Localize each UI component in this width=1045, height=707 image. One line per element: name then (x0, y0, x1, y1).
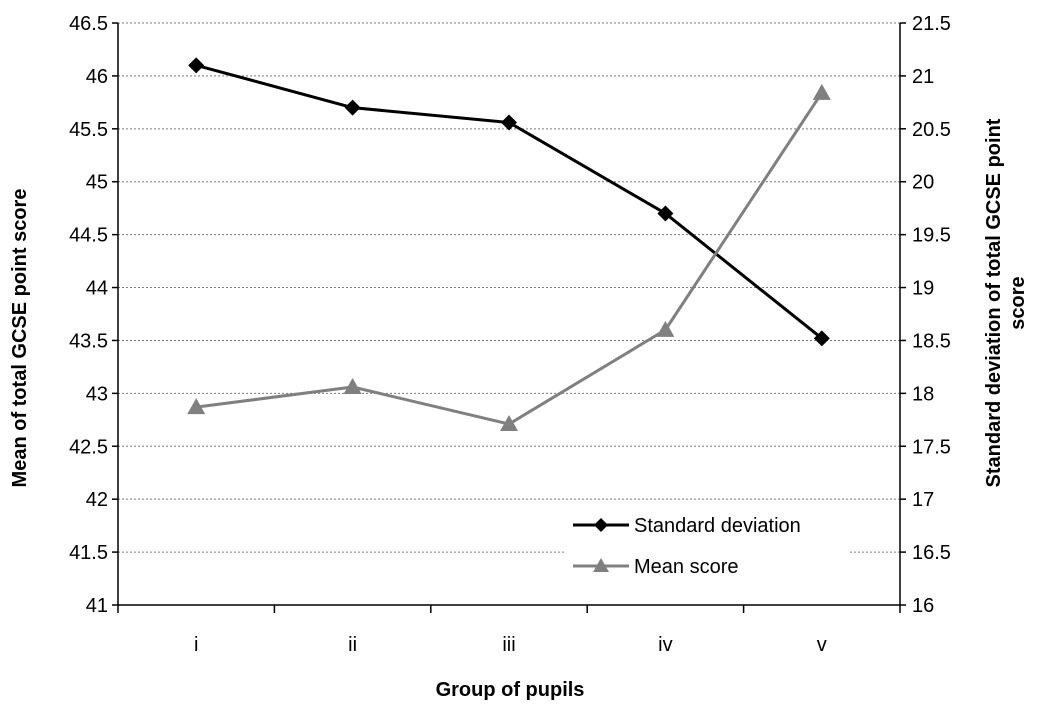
x-tick-label: iii (502, 634, 515, 656)
data-point-mean-score (656, 320, 675, 337)
x-tick-label: v (817, 634, 827, 656)
legend-marker-triangle (593, 558, 609, 572)
left-y-axis-title: Mean of total GCSE point score (9, 189, 31, 488)
x-tick-label: i (194, 634, 198, 656)
series-line-mean-score (196, 92, 824, 426)
data-point-standard-deviation (344, 99, 361, 116)
data-point-standard-deviation (501, 114, 517, 131)
series-line-standard-deviation (195, 63, 823, 340)
x-axis-title: Group of pupils (436, 679, 585, 701)
legend-marker-diamond (594, 518, 608, 532)
left-y-tick-label: 41.5 (69, 542, 108, 564)
series-layer (187, 57, 831, 432)
data-point-mean-score (500, 415, 518, 432)
right-y-tick-label: 18.5 (912, 330, 951, 352)
data-point-standard-deviation (188, 57, 205, 74)
left-y-tick-label: 41 (86, 595, 108, 617)
left-y-tick-label: 45 (86, 172, 108, 194)
data-point-mean-score (812, 83, 831, 100)
right-y-tick-label: 21 (912, 66, 934, 88)
right-y-tick-label: 17.5 (912, 436, 951, 458)
right-y-tick-label: 20 (912, 172, 934, 194)
right-y-tick-label: 19 (912, 278, 934, 300)
right-y-tick-label: 21.5 (912, 13, 951, 35)
right-y-tick-labels: 16 16.5 17 17.5 18 18.5 19 19.5 20 20.5 21 21.5 (912, 13, 951, 617)
axes (112, 22, 906, 613)
gridlines (118, 22, 900, 553)
legend-box (565, 505, 850, 591)
left-y-tick-label: 43 (86, 383, 108, 405)
legend: Standard deviation Mean score (565, 505, 850, 591)
right-y-axis-title-line2: score (1007, 276, 1029, 329)
x-tick-labels: i ii iii iv v (194, 634, 827, 656)
legend-label-mean-score: Mean score (634, 556, 739, 578)
left-y-tick-label: 43.5 (69, 330, 108, 352)
right-y-tick-label: 16.5 (912, 542, 951, 564)
left-y-tick-labels: 41 41.5 42 42.5 43 43.5 44 44.5 45 45.5 46 46.5 (69, 13, 108, 617)
left-y-tick-label: 44 (86, 278, 108, 300)
data-point-mean-score (187, 398, 206, 415)
right-y-tick-label: 18 (912, 383, 934, 405)
legend-label-standard-deviation: Standard deviation (634, 515, 801, 537)
right-y-axis-title-line1: Standard deviation of total GCSE point (983, 118, 1005, 487)
left-y-tick-label: 44.5 (69, 225, 108, 247)
right-y-tick-label: 20.5 (912, 119, 951, 141)
right-y-tick-label: 19.5 (912, 225, 951, 247)
right-y-tick-label: 17 (912, 489, 934, 511)
data-point-standard-deviation (657, 205, 674, 222)
data-point-standard-deviation (813, 330, 830, 347)
left-y-tick-label: 46.5 (69, 13, 108, 35)
x-tick-label: iv (658, 634, 672, 656)
left-y-tick-label: 42.5 (69, 436, 108, 458)
data-point-mean-score (343, 378, 362, 395)
left-y-tick-label: 42 (86, 489, 108, 511)
left-y-tick-label: 45.5 (69, 119, 108, 141)
right-y-tick-label: 16 (912, 595, 934, 617)
left-y-tick-label: 46 (86, 66, 108, 88)
x-tick-label: ii (348, 634, 357, 656)
